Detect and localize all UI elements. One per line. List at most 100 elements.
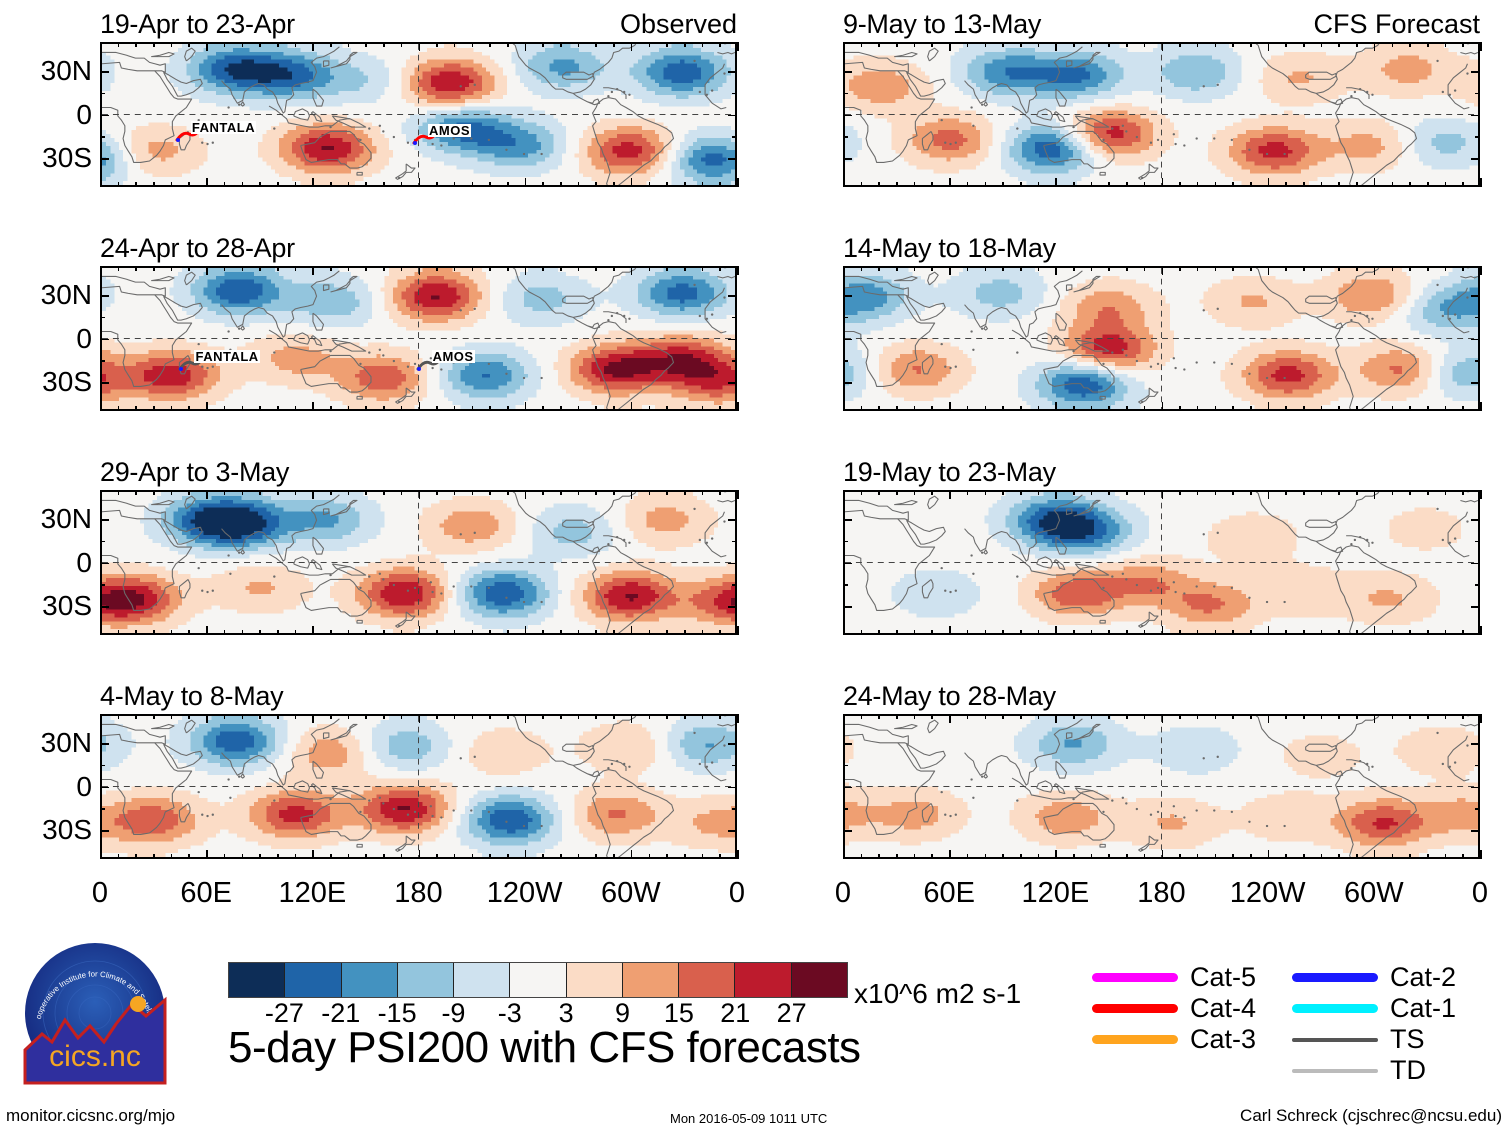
tick: [913, 630, 916, 635]
tick: [913, 490, 916, 495]
tick: [117, 182, 120, 187]
storm-legend-item-cat-5: Cat-5: [1092, 962, 1256, 993]
tick: [1320, 490, 1323, 495]
tick: [1126, 490, 1128, 495]
tick: [613, 266, 615, 271]
tick: [383, 266, 385, 271]
tick: [1055, 850, 1057, 859]
tick: [728, 606, 737, 608]
tick: [896, 630, 898, 635]
tick: [1391, 42, 1394, 47]
colorbar-segment-5: [510, 963, 567, 997]
tick: [1019, 42, 1022, 47]
tick: [400, 42, 403, 47]
tick: [1126, 42, 1128, 47]
tick: [843, 295, 852, 297]
tick: [1480, 402, 1482, 411]
tick: [506, 42, 509, 47]
tick: [843, 830, 852, 832]
tick: [1037, 854, 1040, 859]
tick: [489, 406, 491, 411]
tick: [701, 182, 704, 187]
tick: [471, 182, 474, 187]
tick: [206, 178, 208, 187]
tick: [1161, 490, 1164, 499]
tick: [701, 714, 704, 719]
tick: [1002, 182, 1004, 187]
tick: [170, 490, 173, 495]
tick: [400, 714, 403, 719]
tick: [1037, 630, 1040, 635]
tick: [1320, 182, 1323, 187]
tick: [1090, 266, 1093, 271]
tick: [1108, 490, 1110, 495]
tick: [1444, 182, 1447, 187]
tick: [1108, 406, 1110, 411]
tick: [524, 714, 527, 723]
tick: [737, 626, 739, 635]
tick: [595, 630, 598, 635]
tick: [630, 42, 633, 51]
tick: [276, 630, 279, 635]
y-tick-label-0: 0: [4, 772, 92, 801]
tick: [1480, 626, 1482, 635]
tick: [1471, 71, 1480, 73]
tick: [206, 626, 208, 635]
tick: [347, 854, 350, 859]
tick: [1143, 854, 1146, 859]
y-tick-label-0: 0: [4, 324, 92, 353]
panel-title-7: 4-May to 8-May: [100, 683, 284, 710]
tick: [1019, 490, 1022, 495]
tick: [966, 406, 969, 411]
tick: [1090, 182, 1093, 187]
tick: [878, 854, 880, 859]
tick: [241, 182, 244, 187]
tick: [347, 714, 350, 719]
tick: [1320, 854, 1323, 859]
tick: [135, 630, 137, 635]
tick: [1073, 490, 1075, 495]
tick: [400, 630, 403, 635]
tick: [223, 630, 226, 635]
tick: [1267, 402, 1270, 411]
tick: [613, 854, 615, 859]
tick: [666, 854, 668, 859]
tick: [223, 854, 226, 859]
tick: [1002, 406, 1004, 411]
colorbar-segment-7: [622, 963, 680, 997]
tick: [471, 42, 474, 47]
map-field-7: [102, 716, 735, 857]
tick: [1232, 42, 1234, 47]
tick: [489, 714, 491, 719]
tick: [1179, 854, 1181, 859]
tick: [259, 490, 261, 495]
tick: [188, 406, 191, 411]
tick: [1409, 182, 1411, 187]
tick: [701, 854, 704, 859]
tick: [1303, 42, 1305, 47]
tick: [542, 854, 544, 859]
colorbar-segment-2: [341, 963, 398, 997]
tick: [259, 42, 261, 47]
tick: [1019, 854, 1022, 859]
panel-5: 29-Apr to 3-May: [100, 459, 739, 635]
tick: [843, 626, 845, 635]
tick: [330, 854, 332, 859]
tick: [913, 182, 916, 187]
tick: [241, 266, 244, 271]
tick: [737, 402, 739, 411]
tick: [188, 630, 191, 635]
tick: [1108, 182, 1110, 187]
tick: [259, 406, 261, 411]
tick: [100, 519, 109, 521]
tick: [1426, 406, 1429, 411]
tick: [223, 266, 226, 271]
tick: [418, 490, 421, 499]
tick: [170, 406, 173, 411]
tick: [453, 266, 456, 271]
tick: [100, 606, 109, 608]
legend-label-cat-3: Cat-3: [1190, 1026, 1256, 1053]
tick: [931, 490, 934, 495]
tick: [732, 136, 737, 138]
footer-url[interactable]: monitor.cicsnc.org/mjo: [6, 1107, 175, 1124]
